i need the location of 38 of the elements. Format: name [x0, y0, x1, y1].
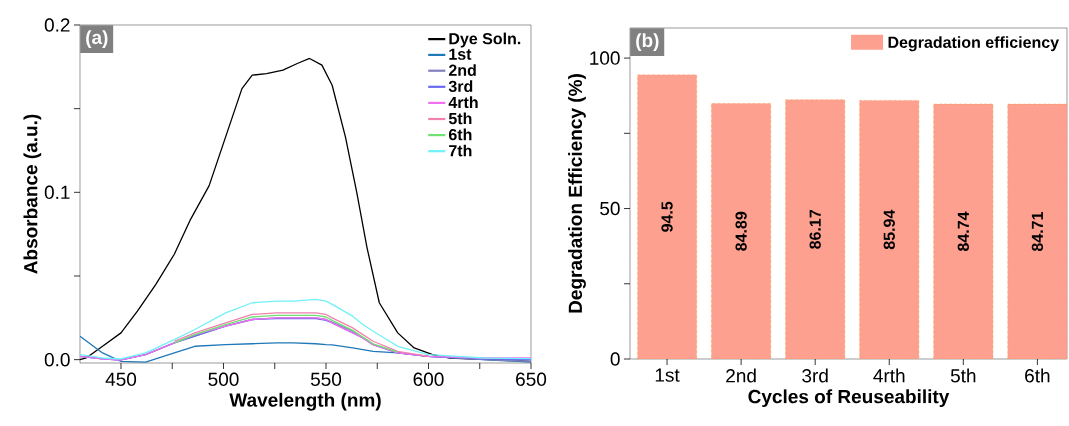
- x-axis-title: Cycles of Reuseability: [748, 389, 950, 408]
- annotation: (a): [86, 30, 108, 48]
- annotation: (b): [636, 33, 659, 51]
- y-axis-title: Absorbance (a.u.): [23, 114, 42, 274]
- data-label: 84.71: [1031, 211, 1044, 252]
- y-tick-label: 0.2: [44, 18, 70, 32]
- x-tick-label: 4rth: [873, 368, 905, 383]
- x-tick-label: 500: [208, 372, 239, 386]
- data-label: 86.17: [809, 210, 821, 249]
- y-tick-label: 0: [610, 352, 620, 366]
- x-tick-label: 650: [516, 372, 547, 386]
- data-label: 85.94: [883, 209, 895, 250]
- legend-label: 7th: [449, 144, 472, 157]
- legend-label: 5th: [448, 112, 472, 125]
- y-axis-title: Degradation Efficiency (%): [568, 74, 586, 313]
- legend-label: 4rth: [448, 96, 478, 109]
- y-tick-label: 0.1: [44, 185, 70, 200]
- x-tick-label: 2nd: [726, 368, 756, 383]
- x-axis-title: Wavelength (nm): [229, 392, 381, 411]
- legend-label: 3rd: [448, 80, 473, 93]
- x-tick-label: 1st: [655, 368, 680, 382]
- y-tick-label: 50: [600, 201, 620, 216]
- data-label: 84.74: [957, 211, 969, 252]
- legend-label: Degradation efficiency: [888, 36, 1060, 52]
- legend-label: Dye Soln.: [449, 32, 521, 48]
- x-tick-label: 3rd: [802, 368, 828, 383]
- legend-label: 1st: [449, 48, 472, 60]
- y-tick-label: 100: [590, 51, 620, 65]
- x-tick-label: 5th: [950, 368, 976, 383]
- x-tick-label: 6th: [1025, 368, 1050, 383]
- data-label: 94.5: [661, 201, 673, 232]
- x-tick-label: 450: [105, 372, 137, 386]
- data-label: 84.89: [735, 211, 747, 251]
- legend-label: 6th: [448, 128, 472, 141]
- legend-label: 2nd: [448, 64, 476, 76]
- x-tick-label: 600: [413, 372, 444, 386]
- y-tick-label: 0.0: [44, 352, 70, 367]
- x-tick-label: 550: [310, 372, 342, 386]
